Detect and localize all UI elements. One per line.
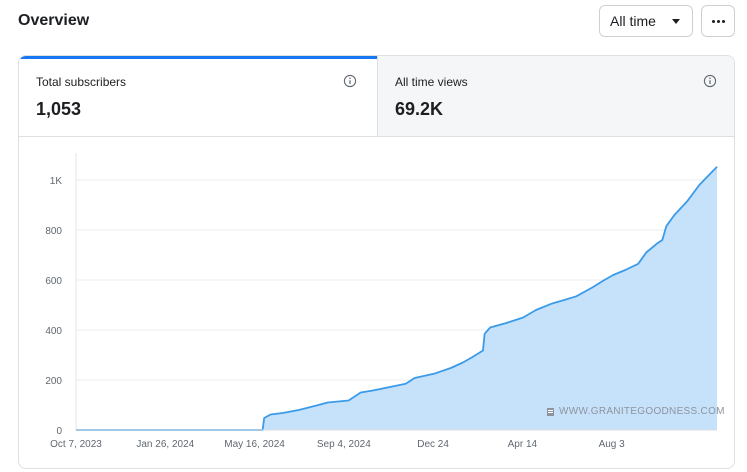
date-range-select[interactable]: All time (599, 5, 693, 37)
x-tick-label: Dec 24 (417, 439, 449, 450)
y-tick-label: 600 (45, 276, 62, 287)
date-range-value: All time (610, 13, 656, 29)
y-tick-label: 800 (45, 226, 62, 237)
tab-value: 69.2K (395, 99, 444, 119)
info-icon[interactable] (703, 74, 717, 88)
series-area (76, 166, 717, 431)
active-tab-indicator (19, 56, 377, 59)
metric-tabs: Total subscribers 1,053 All time views 6… (19, 56, 734, 137)
bookmark-icon (547, 407, 554, 416)
tab-label: Total subscribers (36, 75, 127, 89)
tab-total-subscribers[interactable]: Total subscribers 1,053 (19, 56, 377, 137)
x-tick-label: Jan 26, 2024 (136, 439, 194, 450)
y-tick-label: 1K (50, 176, 63, 187)
page-title: Overview (18, 12, 90, 29)
more-horizontal-icon (711, 19, 725, 23)
caret-down-icon (672, 19, 680, 24)
subscribers-chart: 0 200 400 600 800 1K Oct 7, 2023 Jan 26, 2024 Ma… (45, 153, 718, 450)
y-tick-label: 200 (45, 376, 62, 387)
tab-all-time-views[interactable]: All time views 69.2K (377, 56, 734, 137)
overview-card: Total subscribers 1,053 All time views 6… (18, 55, 735, 469)
y-tick-label: 400 (45, 326, 62, 337)
x-tick-label: Apr 14 (508, 439, 538, 450)
tab-value: 1,053 (36, 99, 82, 119)
info-icon[interactable] (343, 74, 357, 88)
series-line (76, 166, 718, 431)
x-tick-label: Oct 7, 2023 (50, 439, 102, 450)
x-tick-label: Sep 4, 2024 (317, 439, 371, 450)
tab-label: All time views (395, 75, 468, 89)
x-tick-label: May 16, 2024 (224, 439, 285, 450)
more-options-button[interactable] (701, 5, 735, 37)
x-tick-label: Aug 3 (599, 439, 626, 450)
y-tick-label: 0 (56, 426, 62, 437)
watermark: WWW.GRANITEGOODNESS.COM (547, 406, 725, 417)
watermark-text: WWW.GRANITEGOODNESS.COM (559, 406, 725, 417)
